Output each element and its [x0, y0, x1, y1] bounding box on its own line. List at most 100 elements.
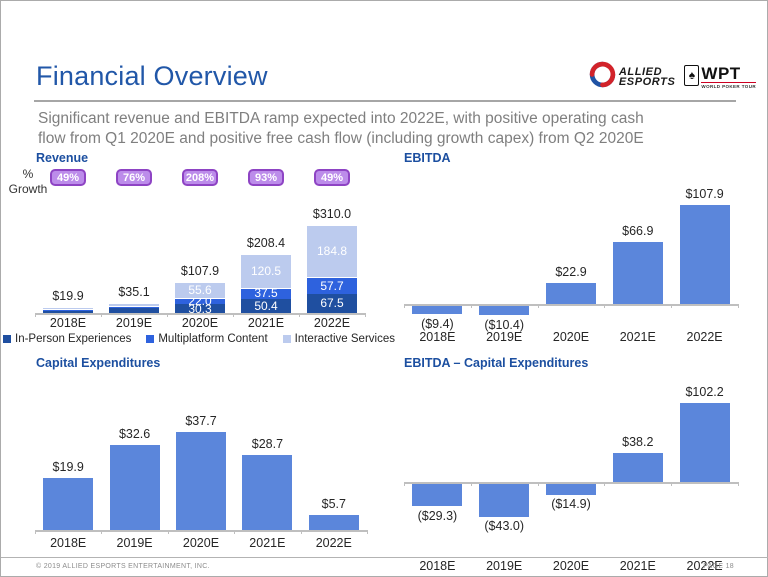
legend-label: In-Person Experiences — [15, 333, 132, 345]
bar — [43, 478, 94, 530]
category-label: 2022E — [315, 536, 352, 550]
allied-word-2: ESPORTS — [618, 76, 676, 88]
total-value-label: $107.9 — [180, 264, 220, 279]
x-axis — [35, 313, 365, 315]
growth-badge: 49% — [50, 169, 86, 186]
growth-badge: 49% — [314, 169, 350, 186]
bar-segment-0 — [109, 308, 159, 313]
bar — [479, 305, 530, 316]
legend: In-Person Experiences Multiplatform Conte… — [3, 333, 395, 345]
category-label: 2018E — [419, 330, 456, 344]
segment-value-label: 37.5 — [254, 286, 278, 301]
total-value-label: $35.1 — [118, 285, 150, 300]
category-label: 2018E — [50, 536, 87, 550]
legend-item: Interactive Services — [282, 333, 395, 345]
axis-tick — [233, 313, 234, 317]
axis-tick — [299, 313, 300, 317]
value-label: $38.2 — [622, 434, 654, 449]
page-title: Financial Overview — [36, 61, 268, 91]
total-value-label: $310.0 — [312, 206, 352, 221]
value-label: $102.2 — [685, 385, 724, 400]
bar-segment-2 — [175, 282, 225, 299]
axis-tick — [470, 304, 472, 308]
category-label: 2019E — [115, 316, 153, 330]
page-number: PAGE 18 — [703, 563, 734, 570]
axis-tick — [604, 304, 606, 308]
segment-value-label: 120.5 — [250, 263, 282, 278]
bar — [412, 305, 463, 315]
axis-tick — [604, 482, 606, 486]
subtitle: Significant revenue and EBITDA ramp expe… — [38, 109, 748, 150]
axis-tick — [537, 304, 539, 308]
category-label: 2022E — [313, 316, 351, 330]
wpt-subtext: WORLD POKER TOUR — [701, 82, 756, 89]
x-axis — [35, 530, 367, 532]
subtitle-line-2: flow from Q1 2020E and positive free cas… — [38, 130, 644, 148]
axis-tick — [167, 313, 168, 317]
value-label: ($9.4) — [421, 316, 454, 331]
category-label: 2022E — [686, 559, 723, 573]
bar — [412, 483, 463, 507]
bar-segment-2 — [241, 253, 291, 289]
segment-value-label: 30.3 — [188, 301, 212, 316]
bar — [479, 483, 530, 517]
axis-tick — [367, 530, 368, 534]
category-label: 2019E — [486, 330, 523, 344]
value-label: $66.9 — [622, 224, 654, 239]
axis-tick — [738, 304, 739, 308]
category-label: 2021E — [249, 536, 286, 550]
legend-label: Multiplatform Content — [158, 333, 268, 345]
segment-value-label: 57.7 — [320, 278, 344, 293]
category-label: 2020E — [182, 536, 220, 550]
bar — [109, 445, 160, 530]
bar — [546, 282, 596, 304]
category-label: 2020E — [181, 316, 219, 330]
segment-value-label: 67.5 — [320, 296, 344, 311]
axis-tick — [300, 530, 302, 534]
axis-tick — [167, 530, 169, 534]
axis-tick — [470, 482, 472, 486]
bar-segment-1 — [43, 309, 93, 311]
category-label: 2021E — [619, 330, 656, 344]
legend-swatch-icon — [282, 335, 291, 343]
growth-axis-label: % Growth — [8, 167, 48, 196]
category-label: 2018E — [419, 559, 456, 573]
value-label: $32.6 — [118, 427, 151, 442]
allied-esports-wordmark: ALLIED ESPORTS — [618, 66, 676, 88]
total-value-label: $19.9 — [52, 289, 84, 304]
chart-title: EBITDA — [404, 151, 451, 165]
segment-value-label: 50.4 — [254, 298, 278, 313]
bar-segment-0 — [175, 304, 225, 313]
chart-title: EBITDA – Capital Expenditures — [404, 356, 589, 370]
axis-tick — [101, 530, 103, 534]
category-label: 2019E — [486, 559, 523, 573]
category-label: 2020E — [552, 330, 590, 344]
axis-tick — [404, 482, 405, 486]
value-label: ($14.9) — [551, 497, 591, 512]
axis-tick — [234, 530, 236, 534]
legend-item: Multiplatform Content — [146, 333, 268, 345]
axis-tick — [404, 304, 405, 308]
ebitda-minus-capex-chart: EBITDA – Capital Expenditures ($29.3) 2018… — [395, 354, 767, 576]
x-axis — [404, 482, 738, 484]
axis-tick — [101, 313, 102, 317]
legend-swatch-icon — [3, 335, 11, 343]
bar-segment-0 — [307, 293, 357, 313]
bar — [546, 483, 596, 495]
value-label: ($43.0) — [484, 519, 524, 534]
axis-tick — [671, 304, 673, 308]
footer-divider — [1, 557, 768, 558]
bar-segment-2 — [43, 307, 93, 310]
bar-segment-2 — [307, 224, 357, 278]
category-label: 2022E — [686, 330, 723, 344]
axis-tick — [671, 482, 673, 486]
legend-label: Interactive Services — [294, 333, 395, 345]
growth-badge: 93% — [248, 169, 284, 186]
category-label: 2019E — [116, 536, 153, 550]
allied-esports-logo: ALLIED ESPORTS — [589, 61, 676, 93]
value-label: $28.7 — [251, 437, 284, 452]
value-label: $19.9 — [52, 460, 84, 475]
axis-tick — [365, 313, 366, 317]
legend-item: In-Person Experiences — [3, 333, 131, 345]
value-label: ($29.3) — [417, 508, 458, 523]
